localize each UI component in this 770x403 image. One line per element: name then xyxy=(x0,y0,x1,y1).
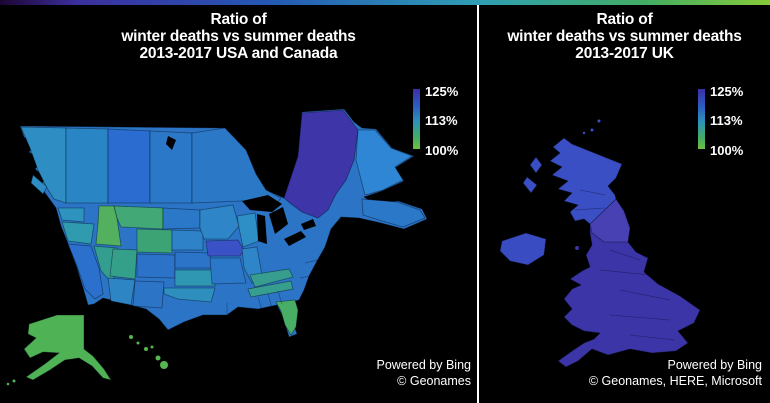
county-border-lines xyxy=(574,189,676,341)
map-region-oregon[interactable] xyxy=(61,221,95,245)
uk-map-title: Ratio of winter deaths vs summer deaths … xyxy=(479,11,770,62)
top-gradient-strip xyxy=(0,0,770,5)
title-line: Ratio of xyxy=(596,11,653,28)
legend-max-label: 125% xyxy=(710,84,744,99)
legend-gradient-bar xyxy=(698,89,705,149)
map-region-california[interactable] xyxy=(67,243,104,300)
map-region-minnesota[interactable] xyxy=(199,204,240,240)
map-region-saskatchewan[interactable] xyxy=(107,128,151,204)
legend-mid-label: 113% xyxy=(710,113,743,128)
legend-min-label: 100% xyxy=(425,143,459,158)
great-lakes xyxy=(166,136,316,246)
usa-canada-map-attribution: Powered by Bing © Geonames xyxy=(376,357,471,389)
map-region-washington[interactable] xyxy=(57,207,85,223)
map-region-scotland[interactable] xyxy=(549,137,623,225)
powered-by-bing-label: Powered by Bing xyxy=(376,358,471,372)
title-line: 2013-2017 USA and Canada xyxy=(139,45,338,62)
lake-erie xyxy=(284,231,306,246)
title-line: 2013-2017 UK xyxy=(575,45,674,62)
powered-by-bing-label: Powered by Bing xyxy=(667,358,762,372)
title-line: Ratio of xyxy=(210,11,267,28)
legend-max-label: 125% xyxy=(425,84,459,99)
map-region-maritimes[interactable] xyxy=(361,198,426,228)
usa-canada-map-title: Ratio of winter deaths vs summer deaths … xyxy=(0,11,477,62)
isle-of-man xyxy=(575,246,579,250)
map-region-oklahoma[interactable] xyxy=(163,287,216,303)
map-region-florida[interactable] xyxy=(275,299,299,336)
map-region-missouri[interactable] xyxy=(209,257,247,285)
lake-ontario xyxy=(301,219,316,230)
map-region-nebraska[interactable] xyxy=(174,251,214,269)
map-region-utah[interactable] xyxy=(109,248,138,280)
map-region-england-wales[interactable] xyxy=(557,198,701,368)
map-region-vancouver-island[interactable] xyxy=(30,174,48,195)
map-region-quebec[interactable] xyxy=(283,109,359,219)
map-region-hawaii[interactable] xyxy=(129,335,168,369)
map-region-kentucky[interactable] xyxy=(249,268,294,288)
lake-michigan xyxy=(257,214,267,244)
copyright-label: © Geonames, HERE, Microsoft xyxy=(588,374,762,388)
uk-choropleth-map[interactable] xyxy=(480,100,770,403)
uk-color-legend: 125% 113% 100% xyxy=(698,85,764,163)
map-region-tennessee[interactable] xyxy=(247,280,294,298)
legend-gradient-bar xyxy=(413,89,420,149)
legend-mid-label: 113% xyxy=(425,113,458,128)
usa-canada-color-legend: 125% 113% 100% xyxy=(413,85,479,163)
map-region-arizona[interactable] xyxy=(107,277,136,306)
map-region-kansas[interactable] xyxy=(174,269,216,287)
map-region-iowa[interactable] xyxy=(205,239,245,257)
map-region-colorado[interactable] xyxy=(136,253,176,279)
state-border-lines xyxy=(226,259,319,315)
map-region-wyoming[interactable] xyxy=(136,228,173,254)
map-region-south-dakota[interactable] xyxy=(171,229,204,251)
map-region-alberta[interactable] xyxy=(65,127,109,204)
map-region-labrador-newfoundland[interactable] xyxy=(355,129,413,196)
map-region-northern-england[interactable] xyxy=(589,198,631,243)
aleutian-islands xyxy=(6,379,16,386)
title-line: winter deaths vs summer deaths xyxy=(121,28,356,45)
map-region-northern-ireland[interactable] xyxy=(499,232,547,266)
lake-huron xyxy=(269,207,288,234)
map-region-north-dakota[interactable] xyxy=(162,207,201,230)
legend-min-label: 100% xyxy=(710,143,744,158)
map-region-new-mexico[interactable] xyxy=(132,280,165,309)
copyright-label: © Geonames xyxy=(397,374,471,388)
map-region-wisconsin[interactable] xyxy=(236,212,260,248)
map-region-ontario[interactable] xyxy=(191,127,282,205)
panel-divider xyxy=(477,5,479,403)
title-line: winter deaths vs summer deaths xyxy=(507,28,742,45)
usa-canada-choropleth-map[interactable] xyxy=(0,98,480,403)
lake-superior xyxy=(242,195,282,212)
map-region-alaska[interactable] xyxy=(23,314,112,381)
map-region-montana[interactable] xyxy=(113,205,164,230)
uk-map-attribution: Powered by Bing © Geonames, HERE, Micros… xyxy=(589,357,762,389)
lake-winnipeg xyxy=(166,136,176,150)
hebrides-islands xyxy=(522,119,601,194)
